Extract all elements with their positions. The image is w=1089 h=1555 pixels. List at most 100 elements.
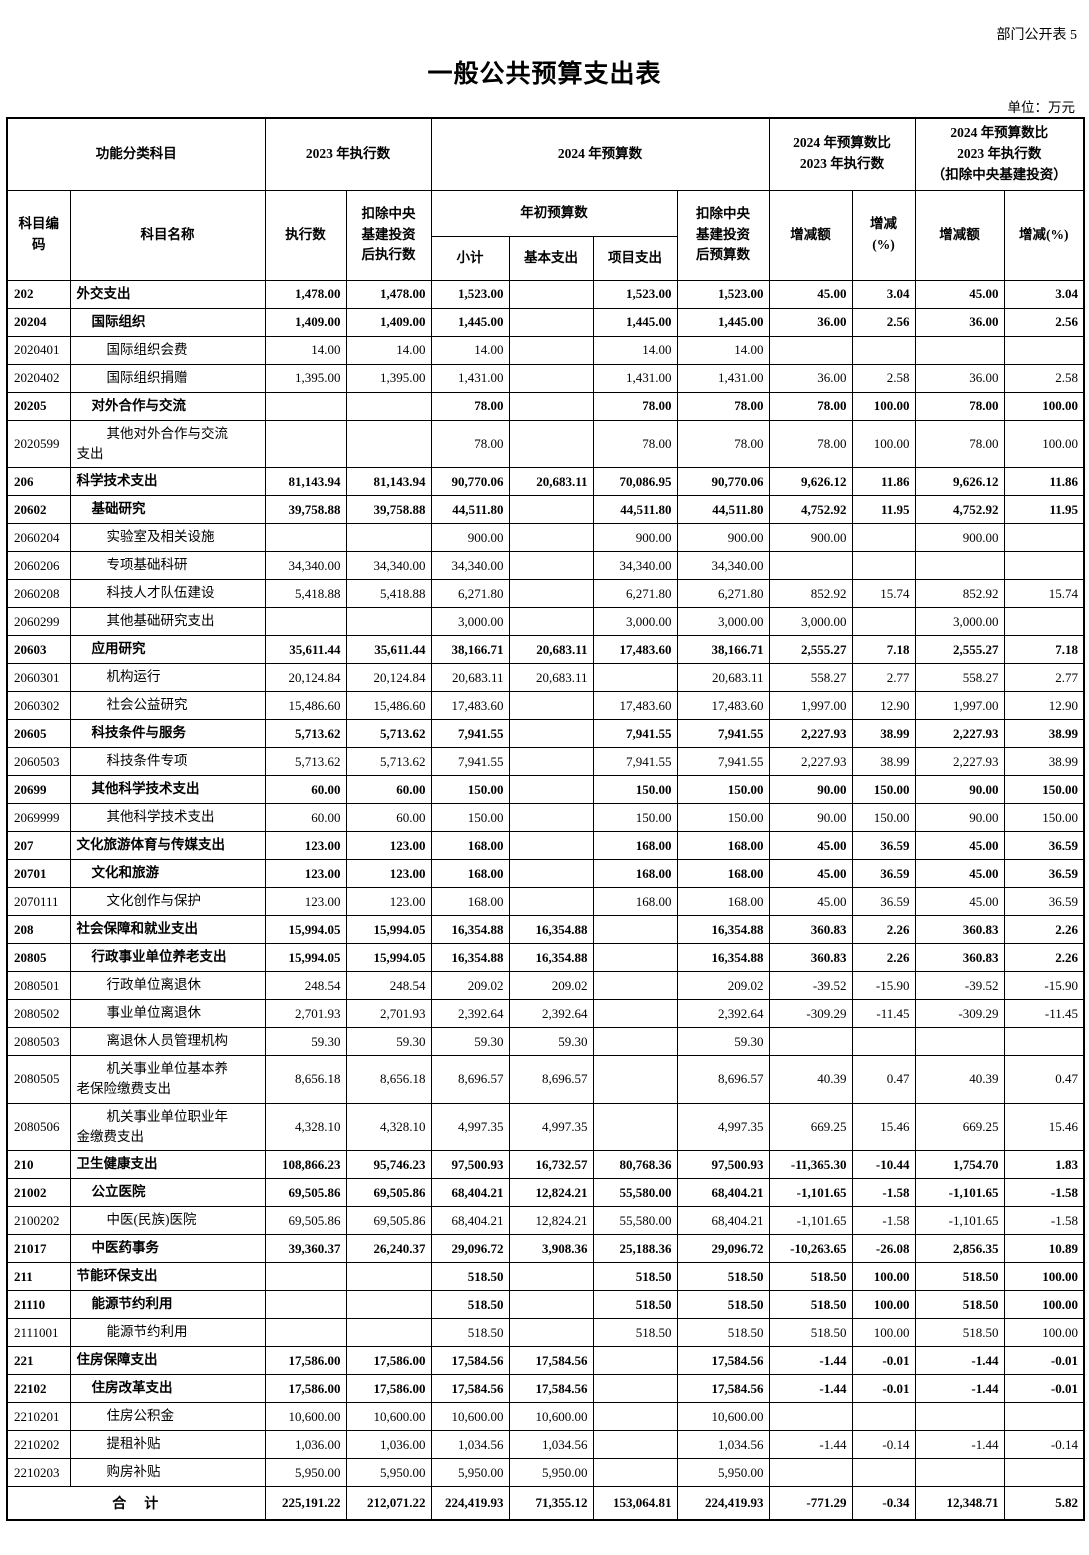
value-cell: 1,431.00 <box>430 363 510 393</box>
header-compare-ex: 2024 年预算数比 2023 年执行数 （扣除中央基建投资） <box>914 117 1085 191</box>
value-cell <box>508 307 594 337</box>
value-cell <box>592 1102 678 1151</box>
value-cell: 97,500.93 <box>430 1150 510 1179</box>
value-cell: 168.00 <box>592 887 678 916</box>
value-cell: 39,360.37 <box>264 1234 347 1263</box>
value-cell: 10,600.00 <box>508 1402 594 1431</box>
value-cell: 78.00 <box>676 419 770 468</box>
header-delta-pct2: 增减(%) <box>1003 189 1085 281</box>
subject-name-cell: 行政事业单位养老支出 <box>69 943 266 972</box>
table-row: 21017 中医药事务 39,360.37 26,240.37 29,096.72 3,9… <box>6 1234 1085 1263</box>
value-cell: 100.00 <box>1003 419 1085 468</box>
value-cell: 9,626.12 <box>914 467 1005 496</box>
value-cell: 17,586.00 <box>345 1374 432 1403</box>
subject-code-cell: 20603 <box>6 635 71 664</box>
value-cell: 669.25 <box>768 1102 853 1151</box>
table-row: 2060301 机构运行 20,124.84 20,124.84 20,683.11 20… <box>6 663 1085 692</box>
table-row: 2020402 国际组织捐赠 1,395.00 1,395.00 1,431.00 1,4… <box>6 363 1085 393</box>
value-cell: -1.44 <box>768 1430 853 1459</box>
value-cell <box>508 1318 594 1347</box>
value-cell: 78.00 <box>592 419 678 468</box>
subject-code-cell: 2210201 <box>6 1402 71 1431</box>
value-cell <box>345 1290 432 1319</box>
value-cell: 60.00 <box>264 803 347 832</box>
value-cell: 90.00 <box>914 775 1005 804</box>
value-cell: 1,478.00 <box>264 279 347 309</box>
subject-name-cell: 中医(民族)医院 <box>69 1206 266 1235</box>
value-cell: 1,445.00 <box>430 307 510 337</box>
value-cell: 7.18 <box>851 635 916 664</box>
subject-name-cell: 应用研究 <box>69 635 266 664</box>
subject-name-cell: 科技人才队伍建设 <box>69 579 266 608</box>
value-cell: 17,584.56 <box>508 1374 594 1403</box>
subject-code-cell: 2210203 <box>6 1458 71 1487</box>
value-cell: 2.58 <box>851 363 916 393</box>
value-cell: -1.44 <box>914 1430 1005 1459</box>
value-cell: 1,478.00 <box>345 279 432 309</box>
value-cell: 4,997.35 <box>508 1102 594 1151</box>
value-cell: 2,392.64 <box>430 999 510 1028</box>
value-cell: 78.00 <box>768 391 853 421</box>
value-cell: 8,656.18 <box>345 1055 432 1104</box>
value-cell: 45.00 <box>914 887 1005 916</box>
table-row: 2060299 其他基础研究支出 3,000.00 3,000.00 3,000.00 3… <box>6 607 1085 636</box>
value-cell: 10,600.00 <box>676 1402 770 1431</box>
subject-name-cell: 其他科学技术支出 <box>69 775 266 804</box>
value-cell: 5,713.62 <box>264 719 347 748</box>
doc-label: 部门公开表 5 <box>996 28 1078 43</box>
value-cell: 70,086.95 <box>592 467 678 496</box>
value-cell: -0.14 <box>1003 1430 1085 1459</box>
subject-name-cell: 文化旅游体育与传媒支出 <box>69 831 266 860</box>
value-cell: 36.59 <box>1003 831 1085 860</box>
value-cell: 518.50 <box>676 1318 770 1347</box>
value-cell <box>264 607 347 636</box>
subject-code-cell: 22102 <box>6 1374 71 1403</box>
table-row: 2080506 机关事业单位职业年 金缴费支出 4,328.10 4,328.10 4,… <box>6 1102 1085 1151</box>
value-cell: 100.00 <box>851 419 916 468</box>
value-cell: 69,505.86 <box>345 1178 432 1207</box>
value-cell: -1.58 <box>1003 1178 1085 1207</box>
value-cell: 3,000.00 <box>768 607 853 636</box>
value-cell: 153,064.81 <box>592 1486 678 1520</box>
value-cell: 2.56 <box>1003 307 1085 337</box>
value-cell: 518.50 <box>430 1318 510 1347</box>
value-cell <box>508 523 594 552</box>
table-row: 2080501 行政单位离退休 248.54 248.54 209.02 209.02 20… <box>6 971 1085 1000</box>
value-cell: 7.18 <box>1003 635 1085 664</box>
value-cell: 15.46 <box>851 1102 916 1151</box>
value-cell: 900.00 <box>592 523 678 552</box>
value-cell: 1,445.00 <box>592 307 678 337</box>
value-cell: 168.00 <box>676 859 770 888</box>
value-cell: 518.50 <box>592 1262 678 1291</box>
value-cell <box>508 419 594 468</box>
subject-code-cell: 2060503 <box>6 747 71 776</box>
header-init-budget: 年初预算数 <box>430 189 678 237</box>
value-cell: 1,431.00 <box>676 363 770 393</box>
subject-name-cell: 其他基础研究支出 <box>69 607 266 636</box>
value-cell <box>508 391 594 421</box>
value-cell: 10,600.00 <box>345 1402 432 1431</box>
subject-code-cell: 206 <box>6 467 71 496</box>
value-cell: 518.50 <box>768 1262 853 1291</box>
subject-name-cell: 基础研究 <box>69 495 266 524</box>
value-cell: 2.77 <box>851 663 916 692</box>
subject-code-cell: 208 <box>6 915 71 944</box>
value-cell: 16,354.88 <box>430 943 510 972</box>
value-cell: 80,768.36 <box>592 1150 678 1179</box>
value-cell: 1,997.00 <box>768 691 853 720</box>
value-cell: 60.00 <box>345 775 432 804</box>
value-cell: 39,758.88 <box>345 495 432 524</box>
value-cell: 5,950.00 <box>430 1458 510 1487</box>
value-cell: 17,483.60 <box>676 691 770 720</box>
value-cell: -10.44 <box>851 1150 916 1179</box>
value-cell: 212,071.22 <box>345 1486 432 1520</box>
value-cell <box>508 747 594 776</box>
value-cell: 11.95 <box>1003 495 1085 524</box>
value-cell: -1.44 <box>914 1346 1005 1375</box>
subject-name-cell: 事业单位离退休 <box>69 999 266 1028</box>
value-cell: 7,941.55 <box>676 747 770 776</box>
value-cell: -309.29 <box>768 999 853 1028</box>
value-cell: 150.00 <box>592 775 678 804</box>
value-cell: 100.00 <box>1003 391 1085 421</box>
value-cell: 12,348.71 <box>914 1486 1005 1520</box>
